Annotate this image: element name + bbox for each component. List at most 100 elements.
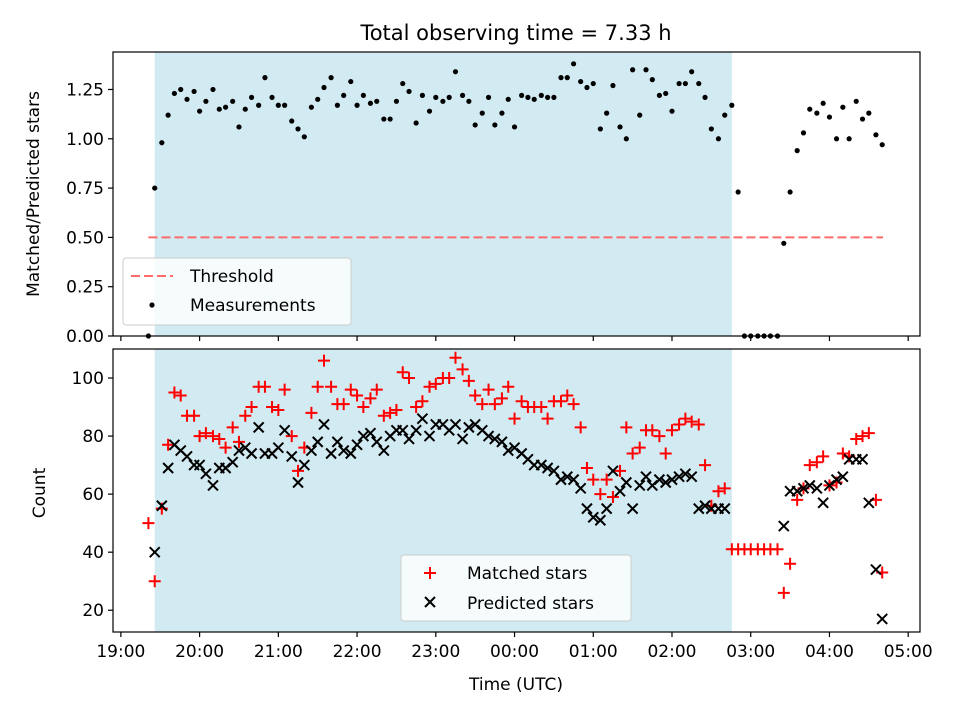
x-tick-label: 19:00 (96, 642, 145, 662)
predicted-star-point (286, 450, 298, 463)
matched-star-point (148, 575, 161, 588)
measurement-point (610, 82, 616, 89)
predicted-star-point (272, 441, 285, 454)
matched-star-point (673, 418, 686, 431)
x-tick-label: 20:00 (175, 642, 224, 662)
measurement-point (787, 189, 793, 195)
measurement-point (452, 69, 459, 75)
measurement-point (152, 185, 158, 191)
measurement-point (617, 124, 623, 130)
matched-star-point (188, 409, 201, 422)
predicted-star-point (699, 500, 711, 512)
measurement-point (840, 104, 846, 110)
measurement-point (393, 98, 400, 104)
matched-star-point (784, 557, 797, 570)
predicted-legend-label: Predicted stars (467, 594, 594, 614)
measurement-point (216, 106, 222, 112)
predicted-star-point (856, 453, 869, 466)
matched-star-point (168, 386, 181, 399)
top-y-tick-label: 0.00 (66, 327, 104, 347)
matched-star-point (495, 392, 508, 405)
predicted-star-point (640, 471, 652, 483)
matched-star-point (469, 389, 482, 402)
predicted-star-point (659, 476, 672, 489)
matched-star-point (692, 418, 705, 431)
measurement-point (584, 84, 590, 91)
bottom-y-axis-label: Count (30, 467, 50, 518)
predicted-star-point (541, 462, 554, 474)
measurement-point (308, 104, 315, 110)
x-tick-label: 22:00 (333, 642, 382, 662)
bottom-y-axis: 20 40 60 80 100 (72, 369, 113, 621)
matched-star-point (396, 366, 409, 379)
x-tick-label: 00:00 (490, 642, 539, 662)
threshold-legend-label: Threshold (189, 267, 274, 287)
measurement-point (597, 126, 603, 132)
measurement-point (637, 112, 643, 118)
predicted-star-point (797, 482, 810, 495)
predicted-star-point (423, 430, 436, 442)
predicted-star-point (653, 473, 666, 486)
measurement-point (479, 110, 485, 116)
bottom-y-tick-label: 20 (82, 601, 104, 621)
measurement-point (551, 94, 557, 100)
measurement-point (649, 77, 655, 83)
measurement-point (472, 122, 478, 128)
bottom-y-tick-label: 80 (82, 427, 104, 447)
predicted-star-point (594, 514, 607, 526)
predicted-star-point (292, 476, 304, 489)
matched-star-point (508, 412, 521, 425)
predicted-star-point (863, 497, 875, 509)
matched-star-point (278, 383, 291, 396)
measurement-point (879, 142, 885, 148)
matched-star-point (410, 401, 423, 414)
measurement-point (459, 92, 466, 98)
matched-star-point (476, 398, 489, 411)
top-plot-frame (112, 51, 921, 337)
predicted-star-point (626, 502, 639, 515)
measurement-point (538, 92, 544, 98)
matched-star-point (803, 459, 816, 472)
measurement-point (301, 134, 307, 140)
measurement-point (178, 86, 184, 93)
predicted-star-point (207, 479, 219, 492)
matched-star-point (718, 482, 731, 495)
matched-star-point (614, 464, 627, 477)
matched-star-point (606, 491, 619, 504)
measurement-point (505, 96, 511, 102)
measurement-point (387, 116, 393, 122)
predicted-star-point (364, 427, 377, 439)
measurement-point (853, 98, 859, 104)
measurement-point (236, 124, 242, 130)
predicted-star-point (325, 447, 337, 460)
top-panel-ratio: 0.00 0.25 0.50 0.75 1.00 1.25 Matched/Predict… (24, 51, 921, 347)
top-y-tick-label: 1.00 (66, 130, 104, 150)
bottom-legend-box (400, 554, 632, 622)
measurement-point (722, 112, 728, 118)
measurement-point (426, 108, 433, 114)
measurement-point (381, 116, 387, 122)
measurement-point (171, 90, 178, 97)
matched-star-point (535, 401, 548, 414)
measurement-point (492, 122, 498, 128)
measurement-point (341, 92, 347, 98)
predicted-star-point (200, 468, 212, 480)
matched-star-point (777, 586, 790, 599)
predicted-star-point (666, 473, 678, 486)
matched-star-point (272, 403, 285, 416)
matched-star-point (594, 488, 607, 501)
x-tick-label: 01:00 (569, 642, 618, 662)
predicted-star-point (693, 502, 705, 515)
measurement-point (630, 67, 636, 73)
predicted-star-point (581, 502, 593, 515)
predicted-star-point (574, 482, 587, 495)
measurement-point (656, 92, 662, 98)
predicted-star-point (378, 444, 390, 457)
measurement-point (846, 136, 852, 142)
measurement-point (820, 100, 826, 106)
matched-star-point (162, 438, 175, 451)
measurement-point (400, 80, 406, 87)
matched-star-point (659, 447, 672, 460)
predicted-star-point (489, 433, 501, 445)
